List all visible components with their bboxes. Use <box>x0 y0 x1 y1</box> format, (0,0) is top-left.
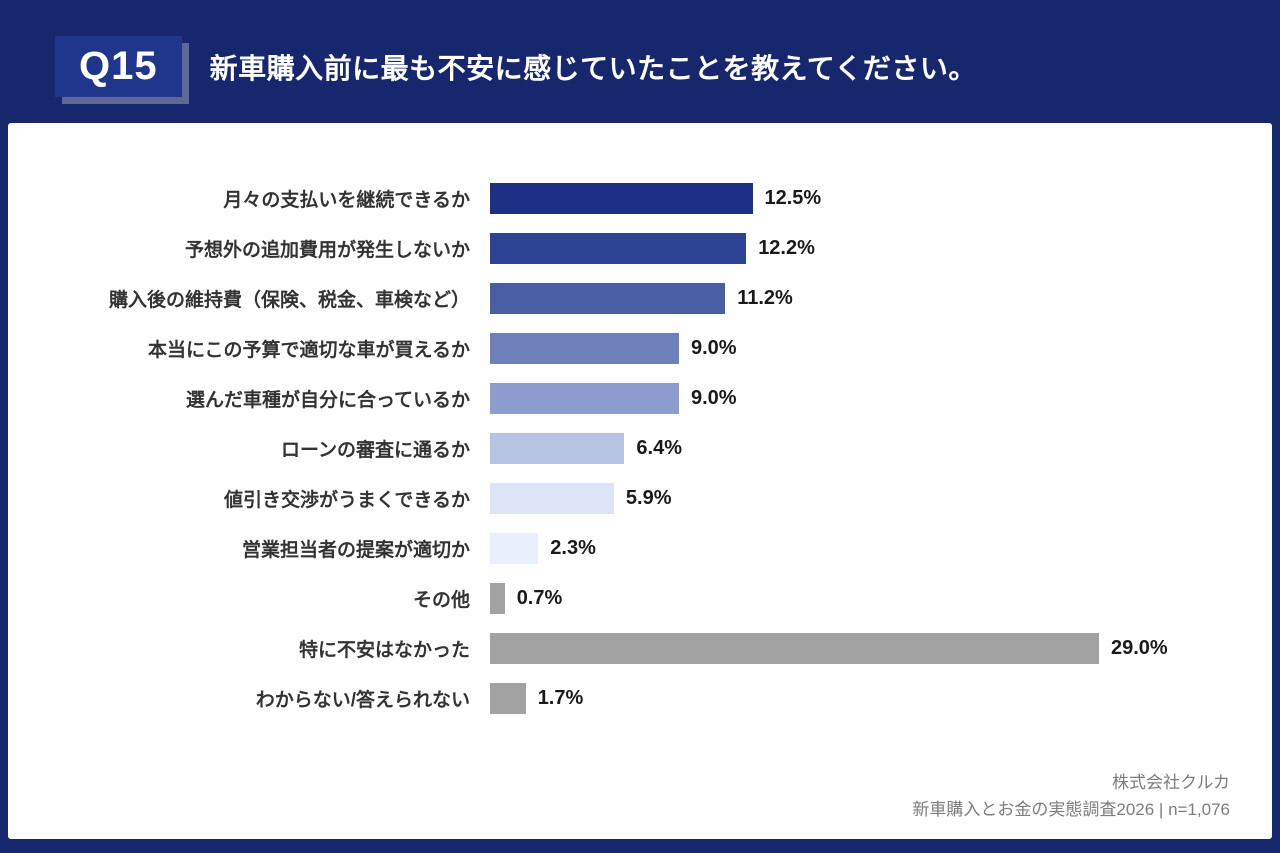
chart-row: 値引き交渉がうまくできるか 5.9% <box>8 473 1272 523</box>
category-label: わからない/答えられない <box>255 689 470 711</box>
chart-row: その他 0.7% <box>8 573 1272 623</box>
bar <box>490 632 1099 664</box>
page-title: 新車購入前に最も不安に感じていたことを教えてください。 <box>209 52 977 84</box>
chart-row: 営業担当者の提案が適切か 2.3% <box>8 523 1272 573</box>
bar <box>490 332 679 364</box>
bar <box>490 182 753 214</box>
category-label: その他 <box>412 589 470 611</box>
bar-area: 12.2% <box>490 232 1190 264</box>
chart-row: 予想外の追加費用が発生しないか 12.2% <box>8 223 1272 273</box>
bar-area: 9.0% <box>490 382 1190 414</box>
bar-area: 0.7% <box>490 582 1190 614</box>
bar <box>490 282 726 314</box>
category-label: 本当にこの予算で適切な車が買えるか <box>147 339 470 361</box>
chart-row: 購入後の維持費（保険、税金、車検など） 11.2% <box>8 273 1272 323</box>
category-label: 選んだ車種が自分に合っているか <box>185 389 470 411</box>
chart-row: 月々の支払いを継続できるか 12.5% <box>8 173 1272 223</box>
chart-rows: 月々の支払いを継続できるか 12.5% 予想外の追加費用が発生しないか 12.2% 購入… <box>8 173 1272 723</box>
bar <box>490 582 505 614</box>
category-label: 購入後の維持費（保険、税金、車検など） <box>108 289 470 311</box>
bar <box>490 432 625 464</box>
bar-area: 2.3% <box>490 532 1190 564</box>
value-label: 9.0% <box>691 336 737 359</box>
source-note: 株式会社クルカ 新車購入とお金の実態調査2026 | n=1,076 <box>912 770 1230 823</box>
header: Q15 新車購入前に最も不安に感じていたことを教えてください。 <box>0 0 1280 97</box>
category-label: 特に不安はなかった <box>298 639 470 661</box>
value-label: 12.2% <box>758 236 815 259</box>
category-label: 営業担当者の提案が適切か <box>241 539 470 561</box>
category-label: 月々の支払いを継続できるか <box>223 189 470 211</box>
chart-row: 選んだ車種が自分に合っているか 9.0% <box>8 373 1272 423</box>
question-badge: Q15 <box>55 36 182 97</box>
bar-area: 5.9% <box>490 482 1190 514</box>
survey-source: 新車購入とお金の実態調査2026 | n=1,076 <box>912 799 1230 819</box>
category-label: 予想外の追加費用が発生しないか <box>184 239 470 261</box>
category-label: ローンの審査に通るか <box>280 439 470 461</box>
bar <box>490 682 526 714</box>
value-label: 2.3% <box>550 536 596 559</box>
value-label: 12.5% <box>764 186 822 209</box>
value-label: 11.2% <box>737 286 793 309</box>
chart-card: 月々の支払いを継続できるか 12.5% 予想外の追加費用が発生しないか 12.2% 購入… <box>8 123 1272 839</box>
bar-area: 6.4% <box>490 432 1190 464</box>
bar <box>490 482 614 514</box>
bar-area: 12.5% <box>490 182 1190 214</box>
chart-row: ローンの審査に通るか 6.4% <box>8 423 1272 473</box>
chart-row: 特に不安はなかった 29.0% <box>8 623 1272 673</box>
bar-area: 29.0% <box>490 632 1190 664</box>
value-label: 1.7% <box>537 686 584 709</box>
bar-area: 11.2% <box>490 282 1190 314</box>
bar <box>490 532 539 564</box>
company-name: 株式会社クルカ <box>1112 773 1230 793</box>
bar <box>490 232 747 264</box>
bar <box>490 382 679 414</box>
chart-row: わからない/答えられない 1.7% <box>8 673 1272 723</box>
chart-row: 本当にこの予算で適切な車が買えるか 9.0% <box>8 323 1272 373</box>
value-label: 29.0% <box>1111 636 1168 659</box>
value-label: 5.9% <box>625 486 672 509</box>
value-label: 6.4% <box>636 436 682 459</box>
category-label: 値引き交渉がうまくできるか <box>223 489 470 511</box>
bar-area: 9.0% <box>490 332 1190 364</box>
value-label: 9.0% <box>691 386 737 409</box>
bar-area: 1.7% <box>490 682 1190 714</box>
value-label: 0.7% <box>516 586 563 609</box>
